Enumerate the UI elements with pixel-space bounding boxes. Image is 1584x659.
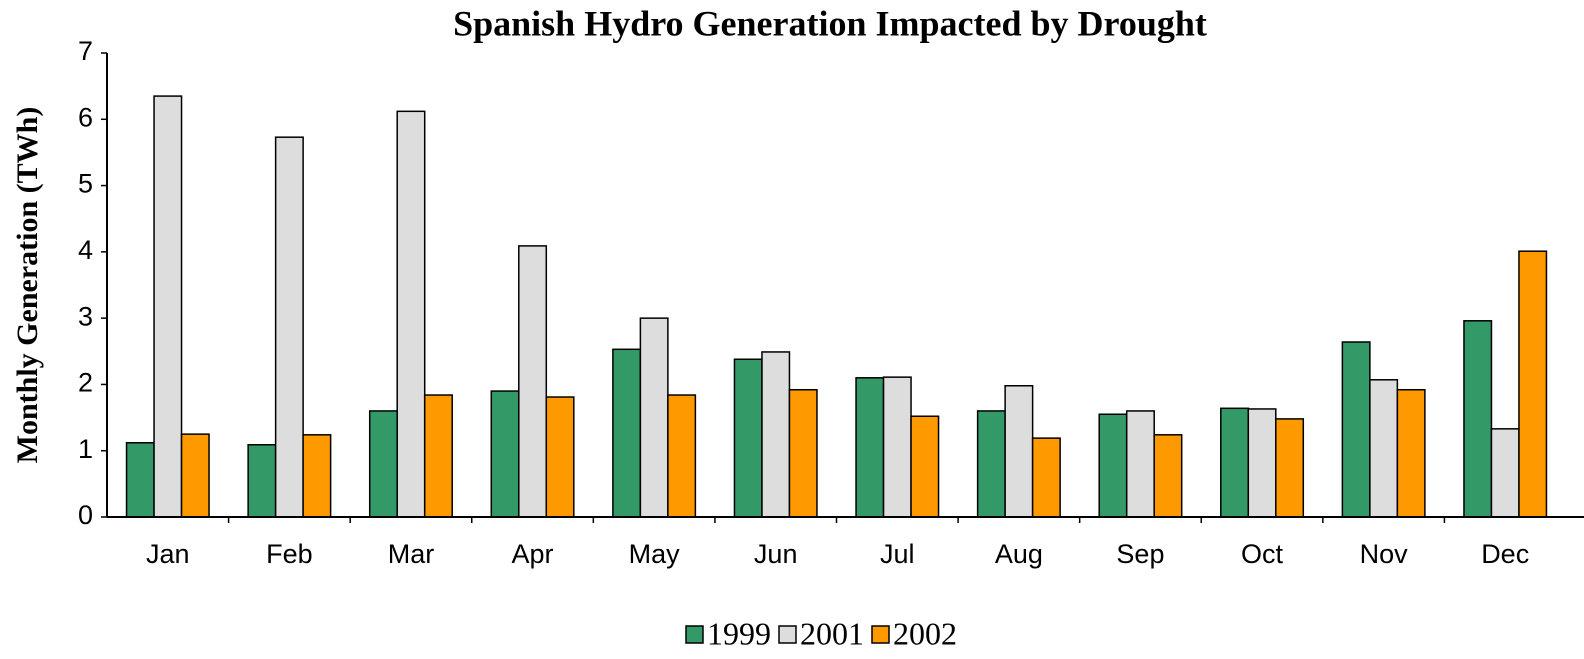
y-tick-label: 4: [78, 235, 93, 265]
bar: [1031, 437, 1061, 518]
bar: [910, 415, 940, 518]
bar: [1220, 407, 1250, 518]
y-tick-label: 6: [78, 102, 93, 132]
bar: [1369, 379, 1399, 518]
bar: [1490, 428, 1520, 518]
x-tick-label: Jul: [880, 539, 915, 569]
bar: [125, 442, 155, 518]
y-tick-label: 5: [78, 169, 93, 199]
bar: [788, 388, 818, 518]
legend-label: 2002: [893, 615, 957, 651]
y-tick-label: 7: [78, 36, 93, 66]
x-tick-label: Nov: [1360, 539, 1409, 569]
y-tick-label: 1: [78, 434, 93, 464]
legend-swatch: [778, 625, 797, 644]
bar: [1396, 388, 1426, 518]
bar: [1518, 250, 1548, 518]
y-axis-label: Monthly Generation (TWh): [11, 107, 44, 464]
legend-label: 2001: [800, 615, 864, 651]
bar: [882, 376, 912, 518]
bar: [976, 410, 1006, 518]
bar: [247, 443, 277, 518]
bar: [274, 136, 304, 518]
bar: [1098, 413, 1128, 518]
x-tick-label: Feb: [266, 539, 313, 569]
bar: [423, 394, 453, 518]
legend-label: 1999: [707, 615, 771, 651]
bar: [639, 317, 669, 518]
bar: [761, 351, 791, 518]
bar: [733, 358, 763, 518]
bar: [1125, 410, 1155, 518]
bar: [518, 245, 548, 518]
bar: [1004, 385, 1034, 518]
bar: [302, 434, 332, 518]
x-tick-label: Sep: [1116, 539, 1164, 569]
bar: [1247, 408, 1277, 518]
legend-swatch: [871, 625, 890, 644]
bar: [1275, 418, 1305, 518]
bar: [1341, 341, 1371, 518]
bar: [153, 95, 183, 518]
bar: [612, 348, 642, 518]
y-tick-label: 2: [78, 368, 93, 398]
x-tick-label: Jan: [146, 539, 190, 569]
x-tick-label: Mar: [388, 539, 435, 569]
bar: [1463, 320, 1493, 518]
y-tick-label: 0: [78, 500, 93, 530]
bar: [1153, 434, 1183, 518]
bar: [545, 396, 575, 518]
y-tick-label: 3: [78, 301, 93, 331]
x-tick-label: Jun: [754, 539, 798, 569]
bar: [490, 390, 520, 518]
bar: [396, 110, 426, 518]
x-tick-label: Apr: [512, 539, 554, 569]
bar: [855, 377, 885, 518]
x-tick-label: Oct: [1241, 539, 1284, 569]
x-tick-label: Dec: [1481, 539, 1529, 569]
chart-title: Spanish Hydro Generation Impacted by Dro…: [453, 3, 1207, 43]
bar: [180, 433, 210, 518]
legend-swatch: [685, 625, 704, 644]
bar: [368, 410, 398, 518]
x-tick-label: May: [629, 539, 681, 569]
bar: [667, 394, 697, 518]
x-tick-label: Aug: [995, 539, 1043, 569]
